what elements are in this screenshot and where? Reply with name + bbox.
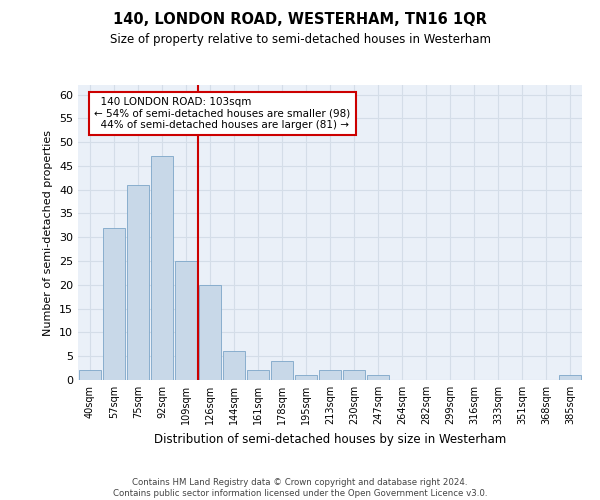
Bar <box>559 375 581 380</box>
Y-axis label: Number of semi-detached properties: Number of semi-detached properties <box>43 130 53 336</box>
Bar <box>175 261 197 380</box>
Bar <box>247 370 269 380</box>
Bar <box>295 375 317 380</box>
Bar <box>151 156 173 380</box>
X-axis label: Distribution of semi-detached houses by size in Westerham: Distribution of semi-detached houses by … <box>154 432 506 446</box>
Text: 140 LONDON ROAD: 103sqm
← 54% of semi-detached houses are smaller (98)
  44% of : 140 LONDON ROAD: 103sqm ← 54% of semi-de… <box>94 97 350 130</box>
Bar <box>127 185 149 380</box>
Text: Size of property relative to semi-detached houses in Westerham: Size of property relative to semi-detach… <box>110 32 491 46</box>
Bar <box>367 375 389 380</box>
Bar <box>319 370 341 380</box>
Bar <box>271 361 293 380</box>
Text: Contains HM Land Registry data © Crown copyright and database right 2024.
Contai: Contains HM Land Registry data © Crown c… <box>113 478 487 498</box>
Bar <box>223 352 245 380</box>
Bar <box>79 370 101 380</box>
Bar <box>343 370 365 380</box>
Bar <box>103 228 125 380</box>
Text: 140, LONDON ROAD, WESTERHAM, TN16 1QR: 140, LONDON ROAD, WESTERHAM, TN16 1QR <box>113 12 487 28</box>
Bar <box>199 285 221 380</box>
